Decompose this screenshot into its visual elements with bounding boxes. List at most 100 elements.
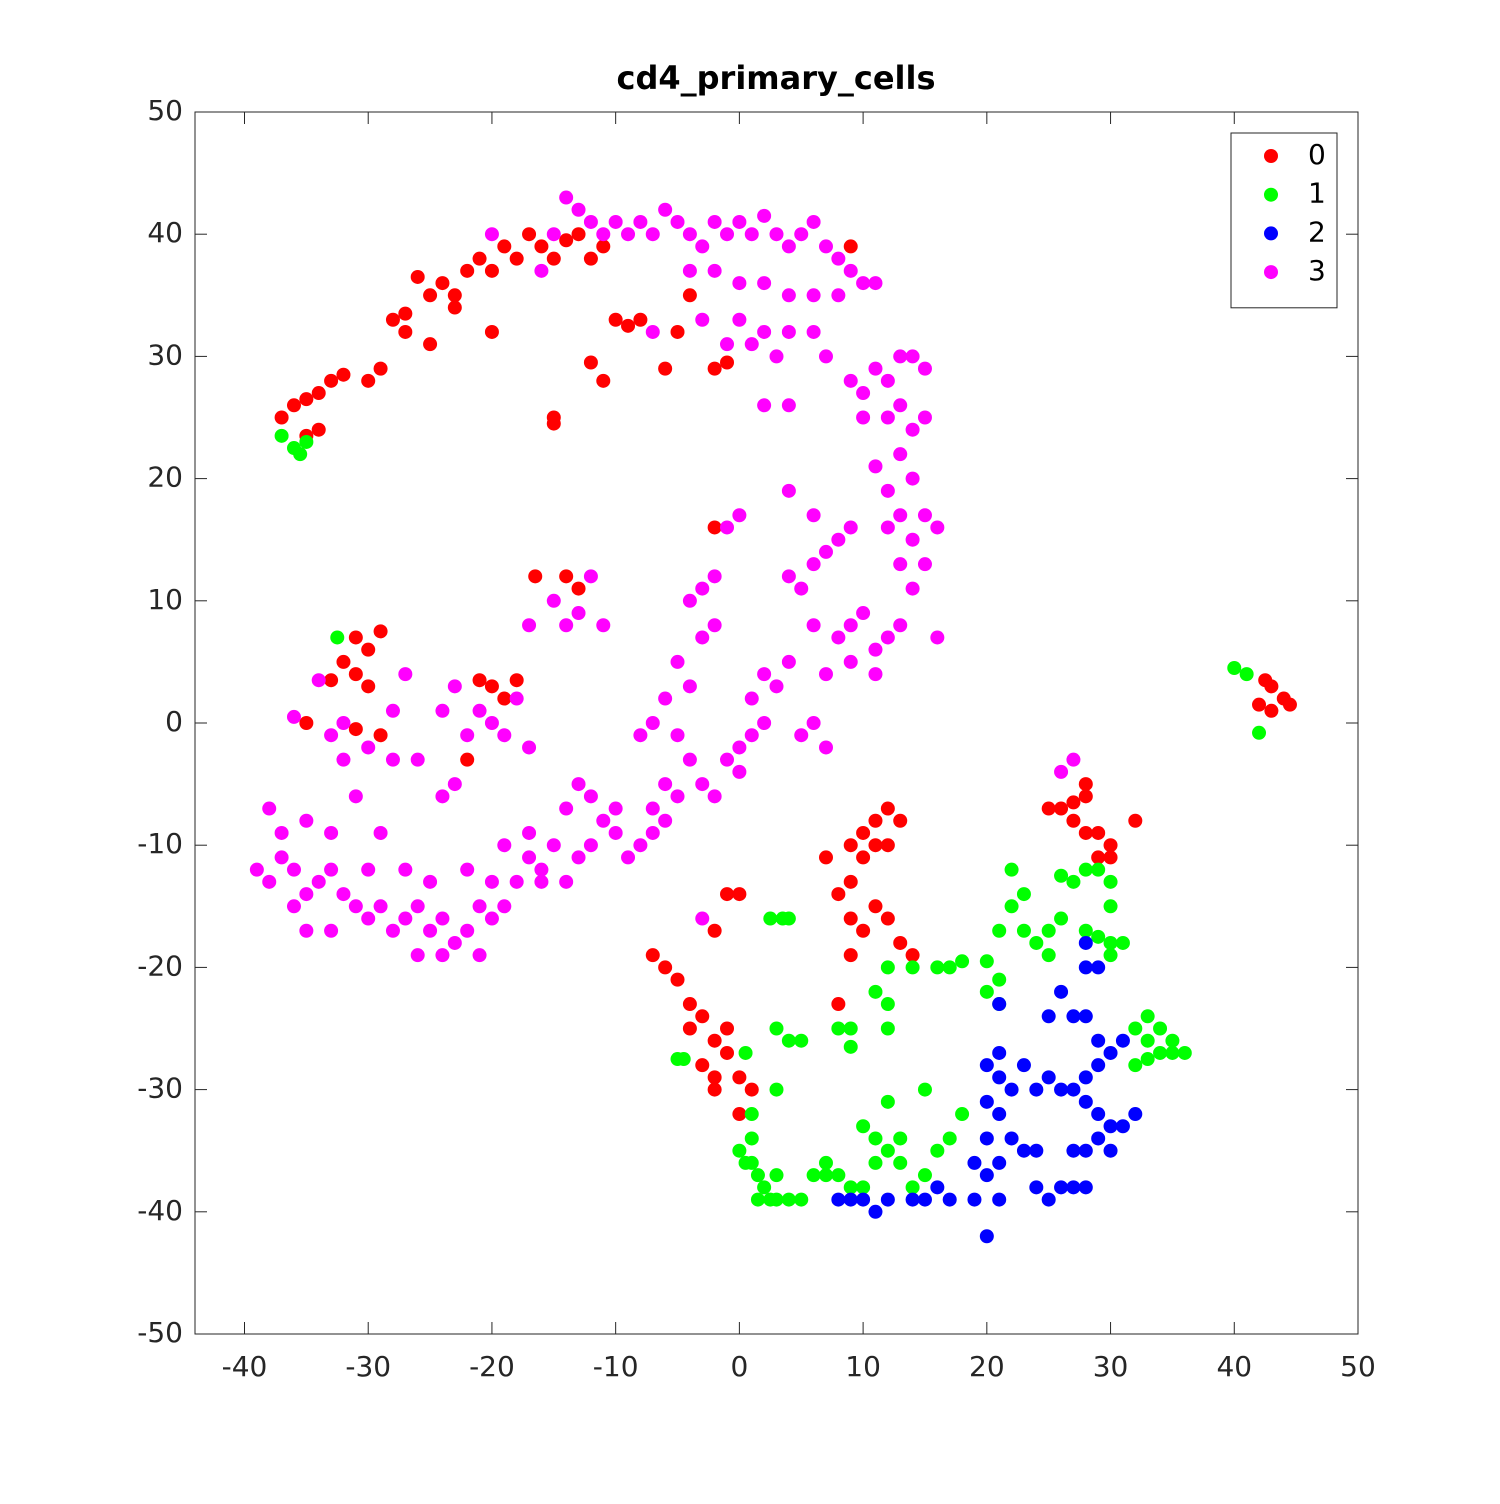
point <box>336 752 351 767</box>
point <box>534 874 549 889</box>
point <box>1029 935 1044 950</box>
point <box>583 789 598 804</box>
point <box>979 954 994 969</box>
point <box>1165 1045 1180 1060</box>
point <box>286 862 301 877</box>
point <box>930 1180 945 1195</box>
point <box>447 288 462 303</box>
point <box>509 673 524 688</box>
point <box>1041 1009 1056 1024</box>
point <box>880 801 895 816</box>
point <box>484 324 499 339</box>
point <box>509 691 524 706</box>
point <box>781 288 796 303</box>
point <box>843 618 858 633</box>
point <box>596 618 611 633</box>
y-tick-label: -50 <box>137 1316 183 1349</box>
point <box>707 1070 722 1085</box>
point <box>750 1168 765 1183</box>
point <box>1128 1021 1143 1036</box>
point <box>917 1192 932 1207</box>
point <box>868 899 883 914</box>
point <box>596 373 611 388</box>
point <box>361 740 376 755</box>
ticks: -40 -30 -20 -10 0 10 20 30 40 50-50-40-30-20-1001… <box>137 94 1376 1383</box>
point <box>497 691 512 706</box>
legend-marker <box>1264 187 1278 202</box>
point <box>930 960 945 975</box>
point <box>423 288 438 303</box>
point <box>1029 1180 1044 1195</box>
point <box>373 899 388 914</box>
point <box>1054 868 1069 883</box>
point <box>720 887 735 902</box>
point <box>905 1180 920 1195</box>
point <box>373 624 388 639</box>
point <box>1140 1033 1155 1048</box>
point <box>1078 1180 1093 1195</box>
point <box>769 349 784 364</box>
point <box>373 361 388 376</box>
y-tick-label: -40 <box>137 1194 183 1227</box>
point <box>880 410 895 425</box>
point <box>546 251 561 266</box>
point <box>757 324 772 339</box>
point <box>1091 850 1106 865</box>
point <box>917 1082 932 1097</box>
point <box>868 838 883 853</box>
point <box>546 227 561 242</box>
legend-marker <box>1264 226 1278 241</box>
point <box>917 557 932 572</box>
point <box>818 740 833 755</box>
point <box>559 801 574 816</box>
point <box>286 398 301 413</box>
point <box>856 386 871 401</box>
point <box>385 312 400 327</box>
point <box>1041 801 1056 816</box>
point <box>794 227 809 242</box>
point <box>1091 1107 1106 1122</box>
point <box>806 1168 821 1183</box>
point <box>1140 1052 1155 1067</box>
point <box>769 227 784 242</box>
point <box>893 813 908 828</box>
legend-label: 3 <box>1308 254 1326 287</box>
point <box>373 728 388 743</box>
point <box>917 361 932 376</box>
point <box>1078 1143 1093 1158</box>
point <box>423 874 438 889</box>
point <box>348 630 363 645</box>
point <box>695 1009 710 1024</box>
point <box>484 227 499 242</box>
point <box>905 1192 920 1207</box>
point <box>1115 1033 1130 1048</box>
point <box>435 948 450 963</box>
point <box>992 1107 1007 1122</box>
point <box>942 1192 957 1207</box>
point <box>658 777 673 792</box>
y-tick-label: 50 <box>147 94 183 127</box>
point <box>781 569 796 584</box>
point <box>930 1143 945 1158</box>
point <box>1078 777 1093 792</box>
point <box>1103 948 1118 963</box>
point <box>831 1021 846 1036</box>
point <box>410 269 425 284</box>
point <box>293 447 308 462</box>
point <box>707 923 722 938</box>
point <box>757 208 772 223</box>
point <box>707 263 722 278</box>
point <box>571 606 586 621</box>
point <box>856 1119 871 1134</box>
point <box>992 1155 1007 1170</box>
x-tick-label: 40 <box>1216 1350 1252 1383</box>
point <box>1016 887 1031 902</box>
point <box>794 581 809 596</box>
point <box>435 789 450 804</box>
point <box>1029 1082 1044 1097</box>
point <box>893 398 908 413</box>
point <box>955 1107 970 1122</box>
point <box>868 813 883 828</box>
y-tick-label: 30 <box>147 338 183 371</box>
